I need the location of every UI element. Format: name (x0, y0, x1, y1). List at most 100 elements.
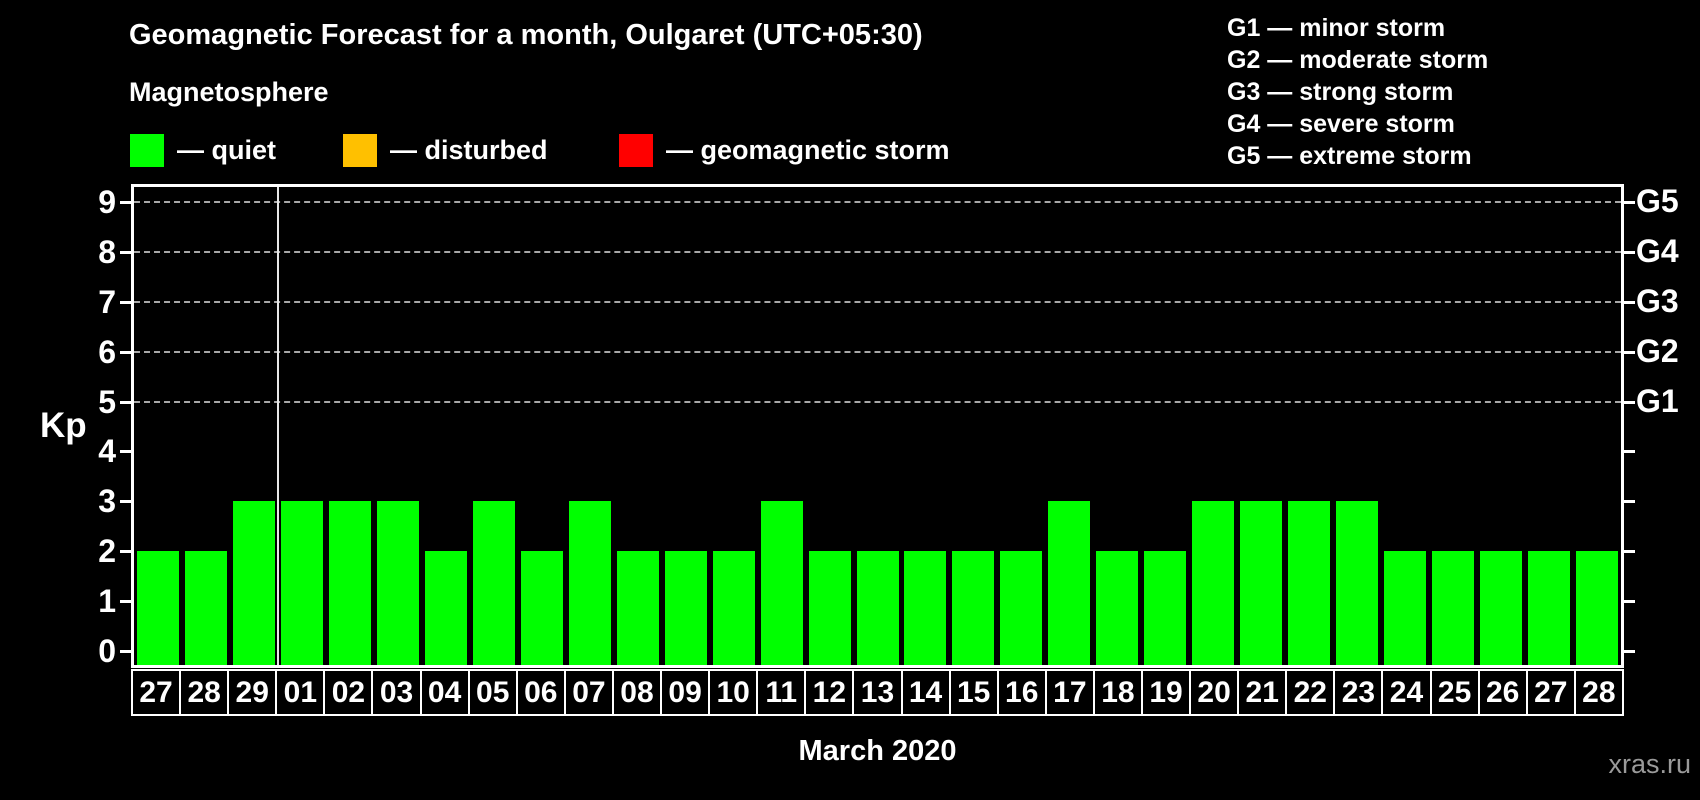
storm-scale-item-g5: G5 — extreme storm (1227, 142, 1472, 170)
day-label-cell: 11 (756, 669, 807, 716)
day-label-cell: 28 (179, 669, 230, 716)
kp-bar (1144, 551, 1187, 665)
day-label-cell: 02 (323, 669, 374, 716)
y-axis-tick-right (1624, 650, 1635, 653)
kp-bar (568, 501, 611, 665)
day-label-cell: 18 (1092, 669, 1143, 716)
kp-bar (1432, 551, 1475, 665)
kp-bar (1240, 501, 1283, 665)
kp-bar (616, 551, 659, 665)
kp-bar (1048, 501, 1091, 665)
gridline-kp5 (134, 400, 1621, 403)
y-axis-tick-right (1624, 450, 1635, 454)
g-scale-label-g5: G5 (1636, 183, 1679, 219)
day-label-cell: 28 (1573, 669, 1624, 716)
kp-bar (712, 551, 755, 665)
kp-bar (1288, 501, 1331, 665)
g-scale-label-g3: G3 (1636, 282, 1679, 319)
y-axis-tick-left (120, 350, 131, 354)
kp-bar (328, 501, 371, 665)
kp-bar (424, 551, 467, 665)
month-separator-line (276, 187, 279, 665)
y-tick-label: 9 (98, 184, 116, 220)
storm-scale-item-g4: G4 — severe storm (1227, 110, 1455, 138)
g-scale-label-g4: G4 (1636, 232, 1679, 269)
y-tick-label: 2 (98, 533, 116, 570)
day-label-cell: 16 (996, 669, 1047, 716)
storm-scale-item-g2: G2 — moderate storm (1227, 46, 1489, 74)
y-tick-label: 1 (98, 583, 116, 620)
day-label-cell: 20 (1189, 669, 1240, 716)
y-axis-tick-left (120, 500, 131, 504)
day-label-cell: 14 (900, 669, 951, 716)
y-axis-tick-left (120, 201, 131, 204)
plot-area: 0 1 2 3 4 5 6 7 8 9 G1 G2 G3 G4 G5 (98, 183, 1678, 669)
y-tick-label: 0 (98, 633, 116, 669)
y-axis-tick-right (1624, 201, 1635, 204)
legend-label-quiet: — quiet (177, 134, 276, 165)
day-label-cell: 26 (1477, 669, 1528, 716)
g-scale-label-g2: G2 (1636, 332, 1679, 369)
quiet-color-swatch (130, 133, 164, 167)
storm-scale-legend: G1 — minor storm G2 — moderate storm G3 … (1227, 12, 1488, 172)
kp-bar (1576, 551, 1619, 665)
day-label-cell: 15 (948, 669, 999, 716)
gridline-kp9 (134, 201, 1621, 203)
day-label-cell: 25 (1429, 669, 1480, 716)
kp-bar (184, 551, 227, 665)
storm-scale-item-g1: G1 — minor storm (1227, 14, 1446, 42)
magnetosphere-subtitle: Magnetosphere (129, 77, 329, 107)
kp-bar (952, 551, 995, 665)
day-label-cell: 09 (660, 669, 711, 716)
y-tick-label: 3 (98, 483, 116, 520)
day-label-cell: 05 (467, 669, 518, 716)
day-label-cell: 04 (419, 669, 470, 716)
y-axis-tick-left (120, 650, 131, 653)
y-axis-tick-right (1624, 500, 1635, 504)
y-axis-tick-left (120, 250, 131, 254)
kp-bar (136, 551, 179, 665)
day-label-cell: 01 (275, 669, 326, 716)
y-tick-label: 5 (98, 383, 116, 420)
storm-scale-item-g3: G3 — strong storm (1227, 78, 1454, 106)
day-label-cell: 07 (563, 669, 614, 716)
kp-bar (232, 501, 275, 665)
x-axis-month-label: March 2020 (798, 735, 957, 767)
day-label-cell: 19 (1140, 669, 1192, 716)
day-label-cell: 08 (611, 669, 663, 716)
kp-bar (472, 501, 515, 665)
kp-bar (664, 551, 707, 665)
gridline-kp8 (134, 250, 1621, 253)
watermark-xras: xras.ru (1608, 749, 1691, 779)
y-axis-tick-right (1624, 550, 1635, 554)
kp-bar (856, 551, 899, 665)
y-axis-tick-right (1624, 600, 1635, 604)
day-label-cell: 21 (1237, 669, 1288, 716)
y-tick-label: 7 (98, 283, 116, 320)
storm-color-swatch (619, 133, 653, 167)
day-label-cell: 27 (1525, 669, 1576, 716)
y-axis-tick-left (120, 550, 131, 554)
y-tick-label: 8 (98, 233, 116, 270)
y-axis-tick-left (120, 400, 131, 404)
y-axis-tick-right (1624, 350, 1635, 354)
day-label-cell: 24 (1381, 669, 1432, 716)
y-tick-label: 4 (98, 433, 116, 470)
day-label-cell: 22 (1285, 669, 1336, 716)
kp-bar (1384, 551, 1427, 665)
legend-label-disturbed: — disturbed (390, 134, 548, 165)
day-label-cell: 06 (515, 669, 566, 716)
y-axis-title-kp: Kp (40, 406, 87, 445)
kp-bar (376, 501, 419, 665)
y-axis-tick-right (1624, 300, 1635, 304)
y-axis-tick-right (1624, 400, 1635, 404)
kp-bar (808, 551, 851, 665)
day-label-cell: 29 (227, 669, 278, 716)
day-label-cell: 27 (131, 669, 182, 716)
page-title: Geomagnetic Forecast for a month, Oulgar… (129, 19, 923, 51)
kp-bar (904, 551, 947, 665)
day-label-cell: 13 (852, 669, 903, 716)
kp-bar (1480, 551, 1523, 665)
kp-bar (1000, 551, 1043, 665)
